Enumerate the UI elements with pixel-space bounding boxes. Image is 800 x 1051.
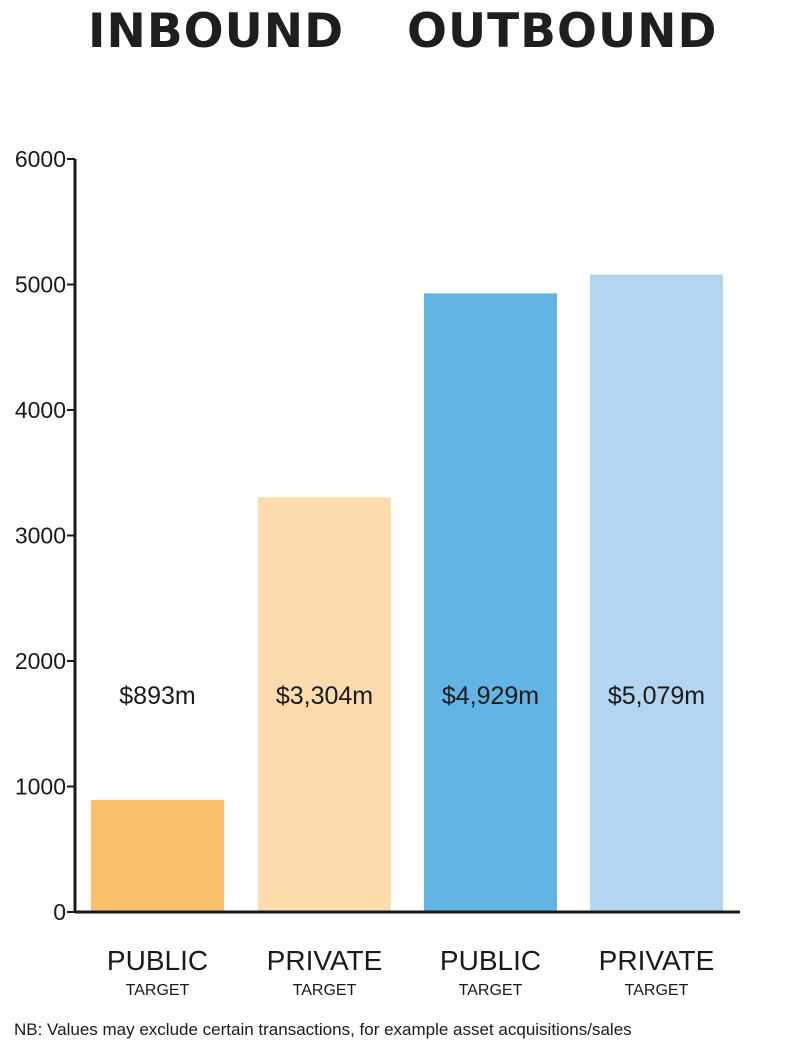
category-labels: PUBLIC TARGET PRIVATE TARGET PUBLIC TARGET PRI… (107, 945, 714, 999)
category-sublabel: TARGET (625, 982, 689, 999)
bar-chart: 0 1000 2000 3000 4000 5000 6000 $893m $3,304m $4… (15, 146, 740, 999)
footnote: NB: Values may exclude certain transacti… (14, 1020, 632, 1039)
category-label: PRIVATE (267, 945, 383, 976)
group-title-outbound: OUTBOUND (407, 4, 718, 59)
category-sublabel: TARGET (459, 982, 523, 999)
y-tick-label: 6000 (15, 146, 66, 172)
y-tick-label: 0 (53, 899, 66, 925)
category-label: PUBLIC (107, 945, 208, 976)
y-tick-label: 5000 (15, 272, 66, 298)
y-tick-label: 1000 (15, 774, 66, 800)
bars (91, 274, 723, 912)
value-labels: $893m $3,304m $4,929m $5,079m (119, 682, 705, 710)
category-sublabel: TARGET (126, 982, 190, 999)
y-tick-label: 2000 (15, 648, 66, 674)
bar (590, 274, 723, 912)
y-tick-label: 4000 (15, 397, 66, 423)
bar-value-label: $4,929m (442, 682, 539, 710)
y-axis-ticks: 0 1000 2000 3000 4000 5000 6000 (15, 146, 75, 925)
bar (424, 293, 557, 912)
y-tick-label: 3000 (15, 523, 66, 549)
bar (258, 497, 391, 912)
category-label: PRIVATE (599, 945, 715, 976)
group-title-inbound: INBOUND (88, 4, 345, 59)
category-sublabel: TARGET (293, 982, 357, 999)
category-label: PUBLIC (440, 945, 541, 976)
bar-value-label: $893m (119, 682, 195, 710)
bar-value-label: $3,304m (276, 682, 373, 710)
bar (91, 799, 224, 912)
bar-value-label: $5,079m (608, 682, 705, 710)
